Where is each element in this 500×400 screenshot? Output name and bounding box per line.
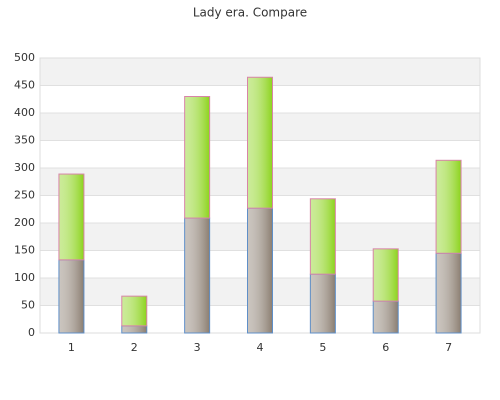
chart-title: Lady era. Compare <box>193 6 307 20</box>
bar-segment <box>184 217 211 334</box>
y-tick-label: 50 <box>21 299 35 312</box>
bar-segment <box>435 252 462 334</box>
bar-segment <box>247 207 273 334</box>
y-tick-label: 0 <box>28 326 35 339</box>
y-tick-label: 250 <box>14 189 35 202</box>
y-tick-label: 400 <box>14 106 35 119</box>
y-tick-label: 150 <box>14 244 35 257</box>
bar-segment <box>309 273 336 334</box>
bar-segment <box>309 198 336 275</box>
x-tick-label: 5 <box>319 341 326 354</box>
y-tick-label: 500 <box>14 51 35 64</box>
bar-segment <box>372 248 399 302</box>
bar-segment <box>247 76 273 209</box>
y-tick-label: 350 <box>14 134 35 147</box>
x-tick-label: 2 <box>131 341 138 354</box>
x-tick-label: 3 <box>194 341 201 354</box>
bar-segment <box>435 159 462 254</box>
bar-segment <box>58 259 85 334</box>
y-tick-label: 450 <box>14 79 35 92</box>
x-tick-label: 6 <box>382 341 389 354</box>
bar-segment <box>58 173 85 261</box>
y-tick-label: 100 <box>14 271 35 284</box>
y-tick-label: 200 <box>14 216 35 229</box>
x-tick-label: 7 <box>445 341 452 354</box>
bar-segment <box>121 325 148 334</box>
x-tick-label: 1 <box>68 341 75 354</box>
x-tick-label: 4 <box>257 341 264 354</box>
bar-segment <box>121 295 148 327</box>
y-tick-label: 300 <box>14 161 35 174</box>
bar-segment <box>184 96 211 219</box>
bar-segment <box>372 300 399 334</box>
